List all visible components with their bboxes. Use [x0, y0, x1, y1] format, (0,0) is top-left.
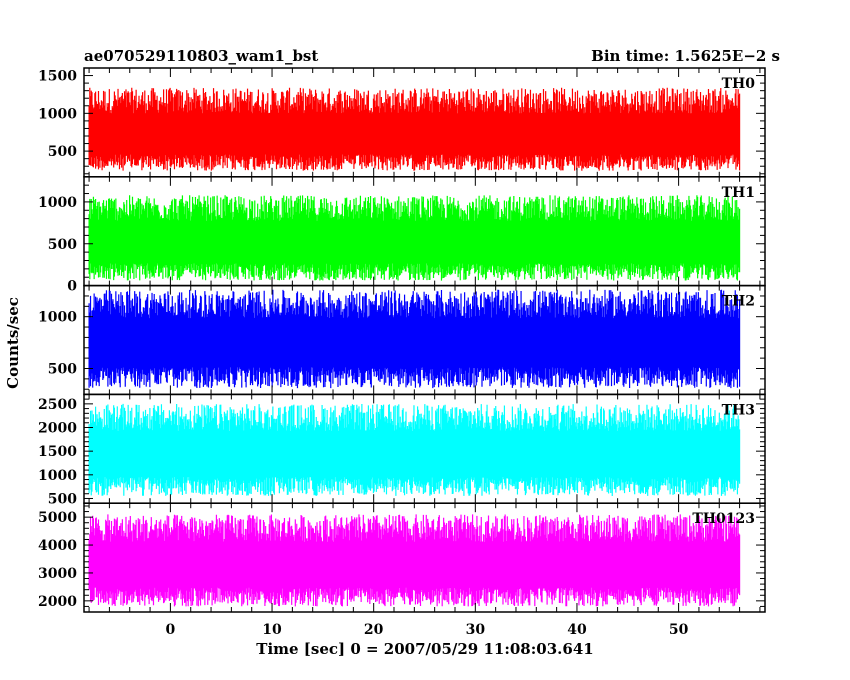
x-tick-label: 40	[567, 622, 587, 638]
panel-th2: 500 1000 TH2	[38, 284, 766, 396]
y-tick-label: 500	[48, 361, 77, 377]
panel-label-th3: TH3	[722, 402, 755, 418]
panel-th0123: 2000 3000 4000 5000 TH0123	[38, 502, 766, 613]
y-tick-label: 4000	[38, 538, 77, 554]
y-tick-label: 3000	[38, 566, 77, 582]
y-tick-label: 1000	[38, 195, 77, 211]
x-tick-label: 30	[466, 622, 486, 638]
y-tick-label: 500	[48, 144, 77, 160]
panel-label-th0123: TH0123	[692, 511, 755, 527]
panel-frame	[83, 502, 766, 613]
y-tick-label: 5000	[38, 510, 77, 526]
panel-th1: 0 500 1000 TH1	[38, 176, 766, 295]
y-tick-label: 2000	[38, 594, 77, 610]
chart-title-left: ae070529110803_wam1_bst	[84, 47, 318, 65]
chart-title-right: Bin time: 1.5625E−2 s	[591, 47, 780, 65]
y-tick-label: 2000	[38, 421, 77, 437]
series-band-th2	[89, 318, 740, 368]
y-tick-label: 500	[48, 237, 77, 253]
x-tick-label: 10	[262, 622, 282, 638]
series-band-th1	[89, 220, 740, 264]
panel-label-th1: TH1	[722, 185, 755, 201]
x-tick-label: 50	[669, 622, 689, 638]
panel-label-th2: TH2	[722, 294, 755, 310]
series-band-th0	[89, 113, 740, 155]
x-axis-label: Time [sec] 0 = 2007/05/29 11:08:03.641	[256, 640, 593, 658]
y-tick-label: 2500	[38, 397, 77, 413]
panel-stack: 500 1000 1500 TH0 0 500 1000 TH1 500 1000 TH2 500 10…	[38, 67, 766, 613]
x-tick-labels: 0 10 20 30 40 50	[166, 622, 689, 638]
y-tick-label: 1000	[38, 106, 77, 122]
y-tick-label: 1500	[38, 444, 77, 460]
panel-th3: 500 1000 1500 2000 2500 TH3	[38, 393, 766, 507]
y-tick-label: 500	[48, 491, 77, 507]
series-band-th3	[89, 431, 740, 477]
x-tick-label: 20	[364, 622, 384, 638]
y-axis-label: Counts/sec	[4, 297, 22, 389]
panel-th0: 500 1000 1500 TH0	[38, 67, 766, 178]
y-tick-label: 1000	[38, 310, 77, 326]
series-band-th0123	[89, 541, 740, 588]
panel-label-th0: TH0	[722, 76, 756, 92]
x-tick-label: 0	[166, 622, 176, 638]
y-tick-label: 0	[67, 279, 77, 295]
y-tick-label: 1500	[38, 69, 77, 85]
y-tick-label: 1000	[38, 468, 77, 484]
